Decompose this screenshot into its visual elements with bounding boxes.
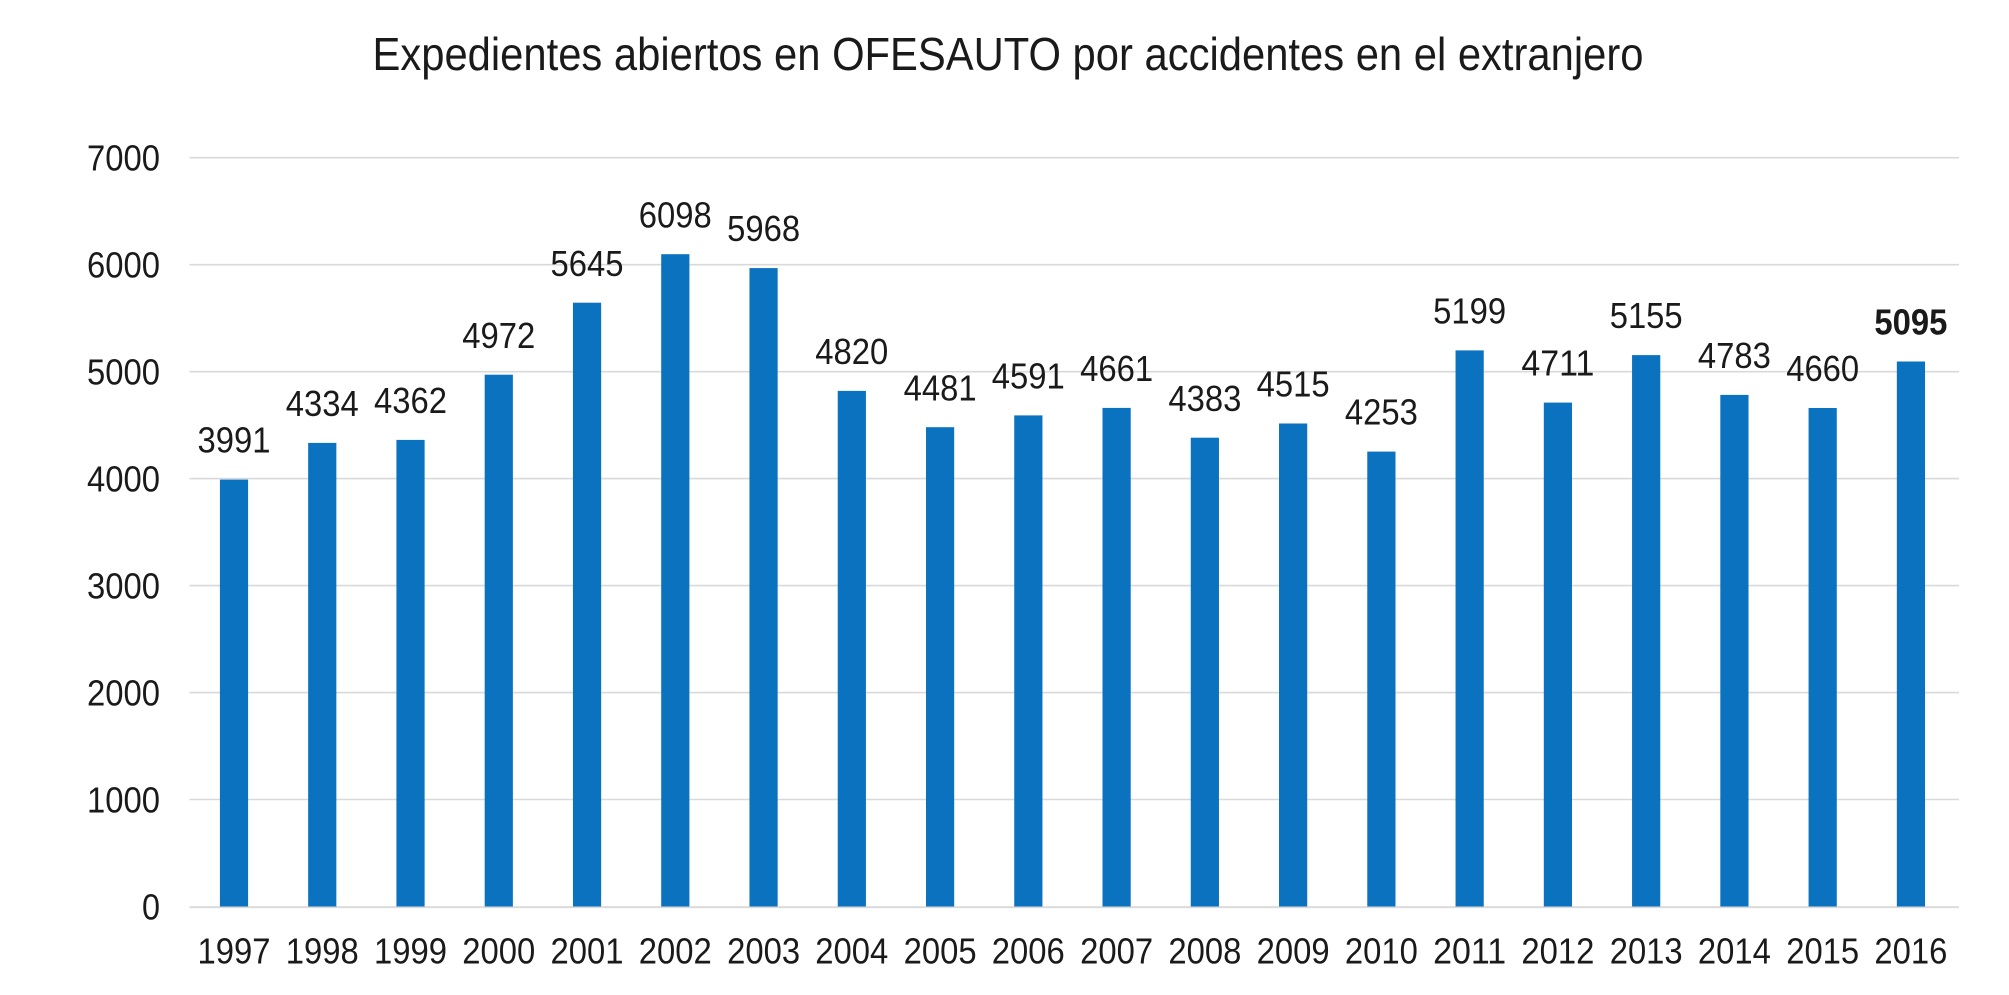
svg-text:2001: 2001 xyxy=(551,931,624,972)
svg-text:2007: 2007 xyxy=(1080,931,1153,972)
svg-text:4253: 4253 xyxy=(1345,392,1418,433)
svg-text:5645: 5645 xyxy=(551,243,624,284)
svg-text:4972: 4972 xyxy=(462,315,535,356)
svg-text:2013: 2013 xyxy=(1610,931,1683,972)
svg-text:4000: 4000 xyxy=(87,458,160,499)
svg-text:2015: 2015 xyxy=(1786,931,1859,972)
svg-text:2009: 2009 xyxy=(1257,931,1330,972)
svg-text:4515: 4515 xyxy=(1257,364,1330,405)
svg-text:1000: 1000 xyxy=(87,779,160,820)
svg-text:5000: 5000 xyxy=(87,352,160,393)
svg-text:2005: 2005 xyxy=(904,931,977,972)
svg-text:7000: 7000 xyxy=(87,138,160,179)
svg-text:3991: 3991 xyxy=(198,420,271,461)
svg-text:5155: 5155 xyxy=(1610,295,1683,336)
svg-text:5095: 5095 xyxy=(1874,302,1947,343)
svg-text:Expedientes abiertos en OFESAU: Expedientes abiertos en OFESAUTO por acc… xyxy=(373,28,1644,80)
svg-text:3000: 3000 xyxy=(87,565,160,606)
svg-text:5968: 5968 xyxy=(727,208,800,249)
svg-text:2014: 2014 xyxy=(1698,931,1771,972)
svg-text:1998: 1998 xyxy=(286,931,359,972)
svg-text:2006: 2006 xyxy=(992,931,1065,972)
svg-text:2011: 2011 xyxy=(1433,931,1506,972)
svg-text:2004: 2004 xyxy=(815,931,888,972)
svg-text:2000: 2000 xyxy=(87,672,160,713)
svg-text:0: 0 xyxy=(142,886,160,927)
svg-text:1999: 1999 xyxy=(374,931,447,972)
svg-text:6098: 6098 xyxy=(639,194,712,235)
svg-text:4334: 4334 xyxy=(286,383,359,424)
svg-text:4783: 4783 xyxy=(1698,335,1771,376)
svg-text:4661: 4661 xyxy=(1080,348,1153,389)
svg-text:5199: 5199 xyxy=(1433,291,1506,332)
svg-text:2016: 2016 xyxy=(1874,931,1947,972)
svg-text:2003: 2003 xyxy=(727,931,800,972)
svg-text:2000: 2000 xyxy=(462,931,535,972)
svg-text:4591: 4591 xyxy=(992,356,1065,397)
svg-text:4820: 4820 xyxy=(815,331,888,372)
svg-text:2012: 2012 xyxy=(1521,931,1594,972)
svg-text:4660: 4660 xyxy=(1786,348,1859,389)
svg-text:2002: 2002 xyxy=(639,931,712,972)
svg-text:2010: 2010 xyxy=(1345,931,1418,972)
svg-text:4711: 4711 xyxy=(1521,343,1594,384)
svg-text:4362: 4362 xyxy=(374,380,447,421)
svg-text:2008: 2008 xyxy=(1168,931,1241,972)
svg-text:4383: 4383 xyxy=(1168,378,1241,419)
svg-text:4481: 4481 xyxy=(904,367,977,408)
svg-text:6000: 6000 xyxy=(87,245,160,286)
svg-text:1997: 1997 xyxy=(198,931,271,972)
